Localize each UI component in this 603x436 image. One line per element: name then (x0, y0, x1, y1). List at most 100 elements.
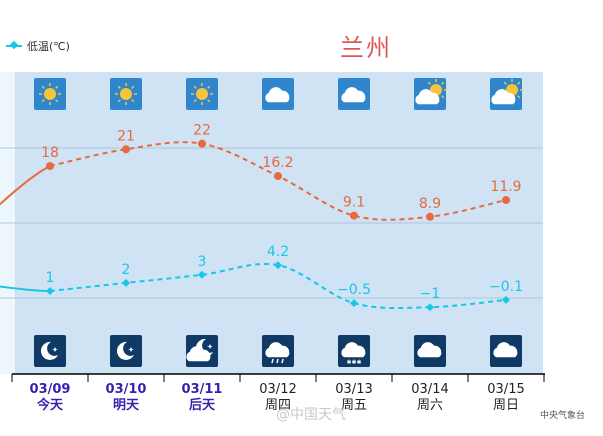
night-cloudy-icon (490, 335, 522, 367)
high-point (122, 145, 130, 154)
partly-cloudy-night-icon (186, 335, 218, 367)
snow-flake: ✱ (346, 359, 351, 366)
icon-tile (110, 335, 142, 367)
city-title: 兰州 (340, 34, 392, 62)
moon-crescent (116, 341, 134, 360)
date-label: 03/10 (106, 382, 147, 397)
sun-ray (41, 85, 45, 89)
low-point (122, 278, 130, 287)
partly-cloudy-icon (490, 78, 523, 110)
date-label: 03/15 (487, 382, 524, 397)
cloud-shape (491, 89, 516, 105)
high-point (350, 211, 358, 220)
date-label: 03/11 (182, 382, 223, 397)
rain-drop (281, 358, 284, 364)
high-point (274, 172, 282, 181)
sun-ray (117, 85, 121, 89)
legend-swatch (6, 45, 22, 47)
low-point (502, 295, 510, 304)
high-value-label: 9.1 (343, 195, 365, 211)
sun-ray (55, 99, 59, 103)
cloud-shape (493, 342, 518, 358)
clear-night-moon-icon (110, 335, 142, 367)
source-label: 中央气象台 (540, 411, 586, 421)
sun-ray (207, 99, 211, 103)
low-value-label: 2 (122, 262, 131, 278)
low-value-label: 3 (198, 254, 207, 270)
sun-ray (41, 99, 45, 103)
sun-ray (193, 85, 197, 89)
snow-flake: ✱ (356, 359, 361, 366)
sunny-icon (34, 78, 66, 110)
sun-ray (55, 85, 59, 89)
sun-disc (44, 88, 56, 100)
rain-drop (276, 358, 279, 364)
night-showers-icon (262, 335, 294, 367)
cloud-shape (417, 342, 442, 358)
high-value-label: 11.9 (490, 179, 521, 195)
sunny-icon (110, 78, 142, 110)
high-value-label: 22 (193, 123, 211, 139)
date-label: 03/12 (259, 382, 296, 397)
watermark-text: @中国天气 (276, 407, 346, 423)
high-point (426, 212, 434, 221)
legend-label: 低温(℃) (27, 40, 70, 53)
snow-flake: ✱ (351, 359, 356, 366)
cloud-shape (341, 342, 366, 358)
legend: 低温(℃) (6, 38, 70, 54)
rain-drop (271, 358, 274, 364)
date-label: 03/14 (411, 382, 448, 397)
star-sparkle (52, 347, 58, 352)
weekday-label: 周四 (265, 398, 291, 413)
low-point (46, 287, 54, 295)
sunny-icon (186, 78, 218, 110)
sun-ray (517, 95, 521, 99)
low-history-segment (0, 285, 51, 292)
low-point (274, 261, 282, 270)
icon-tile (34, 335, 66, 367)
cloud-shape (265, 342, 290, 358)
sun-ray (503, 81, 507, 85)
sun-ray (441, 81, 445, 85)
cloudy-icon (338, 78, 370, 110)
cloudy-icon (262, 78, 294, 110)
high-value-label: 21 (117, 128, 135, 144)
sun-ray (193, 99, 197, 103)
low-point (198, 270, 206, 279)
high-point (198, 139, 206, 148)
low-value-label: 4.2 (267, 244, 289, 260)
sun-disc (196, 88, 208, 100)
moon-crescent (40, 341, 58, 360)
high-history-segment (0, 165, 51, 206)
weekday-label: 后天 (189, 397, 216, 413)
cloud-shape (341, 87, 366, 103)
high-value-label: 16.2 (262, 155, 293, 171)
low-point (426, 303, 434, 312)
partly-cloudy-icon (414, 78, 447, 110)
date-label: 03/13 (335, 382, 372, 397)
low-value-label: −0.1 (489, 279, 523, 295)
sun-ray (517, 81, 521, 85)
high-point (502, 196, 510, 205)
cloud-shape (265, 87, 290, 103)
date-label: 03/09 (30, 382, 71, 397)
star-sparkle (207, 344, 213, 349)
low-point (350, 299, 358, 308)
low-value-label: 1 (46, 270, 55, 286)
sun-ray (131, 99, 135, 103)
cloud-shape (186, 346, 211, 362)
weekday-label: 周五 (341, 398, 367, 413)
night-snow-icon: ✱ ✱ ✱ (338, 335, 370, 367)
weekday-label: 周六 (417, 398, 443, 413)
high-value-label: 8.9 (419, 196, 441, 212)
weekday-label: 今天 (36, 397, 64, 413)
low-value-label: −1 (420, 286, 441, 302)
sun-ray (117, 99, 121, 103)
weekday-label: 明天 (113, 398, 140, 413)
high-point (46, 162, 54, 170)
sun-disc (120, 88, 132, 100)
sun-ray (441, 95, 445, 99)
clear-night-moon-icon (34, 335, 66, 367)
